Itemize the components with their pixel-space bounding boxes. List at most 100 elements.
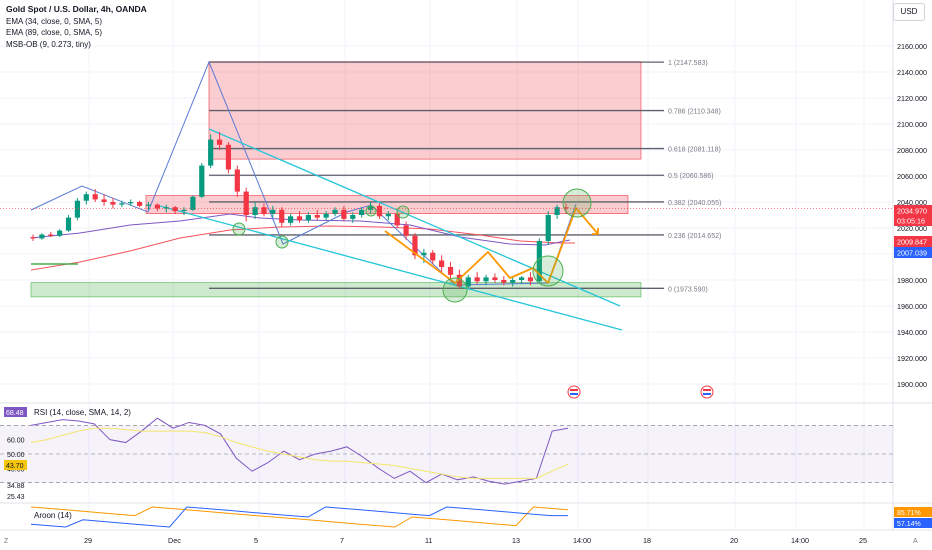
- candle-body: [39, 234, 45, 239]
- time-axis-tick: 18: [643, 536, 651, 545]
- fib-level-label: 0.786 (2110.348): [668, 109, 721, 116]
- candle-body: [332, 209, 338, 214]
- candle-body: [225, 144, 232, 170]
- candle-body: [563, 207, 569, 209]
- candle-body: [243, 191, 249, 215]
- indicator-ema-34[interactable]: EMA (34, close, 0, SMA, 5): [6, 16, 103, 26]
- candle-body: [474, 277, 480, 282]
- price-axis-tick: 2120.000: [897, 94, 927, 103]
- candle-body: [154, 204, 160, 209]
- fib-level-label: 1 (2147.583): [668, 60, 708, 67]
- price-axis-tick: 2020.000: [897, 224, 927, 233]
- candle-body: [119, 203, 125, 205]
- candle-body: [545, 215, 551, 241]
- us-flag-icon: [570, 393, 578, 395]
- price-axis-tick: 1940.000: [897, 328, 927, 337]
- highlight-circle: [396, 205, 410, 219]
- rsi-axis-tick: 50.00: [7, 452, 25, 459]
- highlight-circle: [232, 222, 246, 236]
- candle-body: [216, 139, 223, 145]
- zigzag-line: [30, 60, 577, 286]
- price-axis-tick: 2060.000: [897, 172, 927, 181]
- rsi-axis-tick: 60.00: [7, 438, 25, 445]
- fib-level-label: 0.382 (2040.055): [668, 200, 721, 207]
- time-axis-tick: 13: [512, 536, 520, 545]
- candle-body: [172, 207, 178, 212]
- price-axis-tick: 2140.000: [897, 68, 927, 77]
- us-flag-icon: [567, 385, 581, 399]
- fib-level-label: 0.5 (2060.586): [668, 173, 714, 180]
- candle-body: [57, 230, 63, 236]
- candle-body: [83, 194, 89, 201]
- time-axis-tick: Dec: [168, 536, 181, 545]
- time-axis-tick: 25: [859, 536, 867, 545]
- auto-scale-button: A: [913, 538, 918, 545]
- candle-body: [288, 216, 294, 223]
- rsi-title[interactable]: RSI (14, close, SMA, 14, 2): [34, 408, 131, 417]
- price-axis-tick: 1960.000: [897, 302, 927, 311]
- fib-level-label: 0.236 (2014.652): [668, 233, 721, 240]
- highlight-circle: [442, 277, 468, 303]
- candle-body: [456, 274, 462, 287]
- candle-body: [305, 215, 311, 221]
- candle-body: [492, 277, 498, 280]
- ema-89-price-tag: 2009.847: [897, 238, 927, 247]
- candle-body: [554, 207, 560, 215]
- candle-body: [145, 204, 152, 206]
- candle-body: [92, 194, 98, 200]
- time-axis-tick: 14:00: [573, 536, 591, 545]
- price-axis-tick: 2040.000: [897, 198, 927, 207]
- candle-body: [430, 252, 436, 261]
- rsi-band-upper-label: 34.88: [7, 483, 25, 490]
- symbol-title[interactable]: Gold Spot / U.S. Dollar, 4h, OANDA: [6, 4, 147, 14]
- rsi-ma-tag: [4, 460, 27, 470]
- projection-path: [547, 206, 599, 284]
- price-axis-tick: 2080.000: [897, 146, 927, 155]
- us-flag-icon: [700, 385, 714, 399]
- ema-34-price-tag: [894, 247, 932, 258]
- fib-level-label: 0 (1973.590): [668, 286, 708, 293]
- candle-body: [403, 225, 409, 236]
- rsi-value-label: 68.48: [6, 410, 24, 417]
- aroon-up-label: 85.71%: [897, 510, 921, 517]
- candle-body: [279, 209, 285, 223]
- time-axis-tick: 29: [84, 536, 92, 545]
- zone-demand: [30, 282, 642, 298]
- candle-body: [208, 139, 214, 166]
- candle-body: [252, 207, 258, 215]
- candle-body: [296, 216, 303, 221]
- candle-body: [128, 202, 134, 204]
- candle-body: [510, 280, 516, 283]
- currency-button[interactable]: USD: [893, 3, 925, 21]
- candle-body: [65, 217, 72, 231]
- ema-89-line: [30, 225, 575, 271]
- time-axis-tick: 14:00: [791, 536, 809, 545]
- indicator-msb-ob[interactable]: MSB-OB (9, 0.273, tiny): [6, 39, 91, 49]
- candle-body: [181, 209, 187, 212]
- time-axis-tick: 7: [340, 536, 344, 545]
- candle-body: [270, 209, 276, 214]
- candle-body: [465, 277, 471, 287]
- indicator-ema-89[interactable]: EMA (89, close, 0, SMA, 5): [6, 28, 103, 37]
- candle-body: [483, 277, 489, 282]
- candle-body: [350, 215, 356, 219]
- candle-body: [234, 169, 240, 192]
- last-price-tag: 2034.970: [897, 207, 927, 216]
- highlight-circle: [562, 188, 592, 218]
- candle-body: [314, 215, 320, 218]
- rsi-value-tag: [4, 407, 27, 417]
- price-axis-tick: 2100.000: [897, 120, 927, 129]
- price-axis-tick: 1980.000: [897, 276, 927, 285]
- candle-body: [48, 234, 54, 236]
- aroon-title[interactable]: Aroon (14): [34, 511, 72, 520]
- highlight-circle: [365, 205, 377, 217]
- fib-level-label: 0.618 (2081.118): [668, 147, 721, 154]
- candle-body: [376, 205, 383, 217]
- us-flag-icon: [703, 389, 711, 391]
- candle-body: [501, 280, 507, 283]
- projection-arrow: [592, 228, 599, 235]
- rsi-band-lower-label: 25.43: [7, 494, 25, 501]
- zoom-icon: Z: [4, 538, 9, 545]
- candle-body: [536, 241, 542, 282]
